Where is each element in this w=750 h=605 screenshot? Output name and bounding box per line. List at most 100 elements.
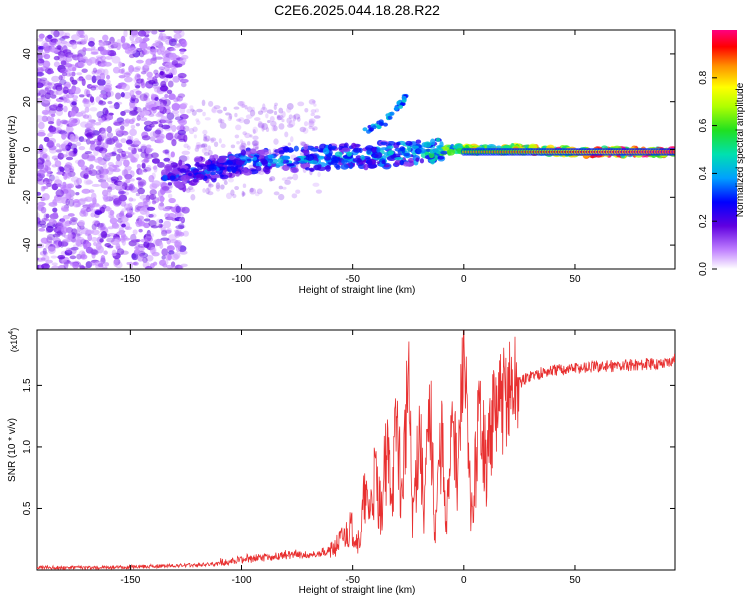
heatmap-cell [76, 177, 83, 185]
heatmap-cell [142, 37, 150, 42]
heatmap-cell [57, 264, 67, 269]
heatmap-cell [67, 247, 77, 255]
heatmap-cell [196, 144, 203, 148]
heatmap-cell [86, 119, 96, 128]
heatmap-cell [55, 196, 65, 204]
heatmap-cell [207, 191, 214, 196]
heatmap-cell [98, 99, 104, 105]
heatmap-cell [215, 184, 221, 192]
heatmap-cell [97, 263, 104, 268]
heatmap-cell [276, 114, 280, 119]
heatmap-cell [124, 226, 132, 230]
heatmap-cell [60, 226, 68, 234]
heatmap-cell [62, 238, 72, 243]
heatmap-cell [61, 72, 68, 77]
heatmap-cell [105, 55, 113, 60]
heatmap-cell [276, 114, 284, 121]
heatmap-cell [117, 148, 123, 154]
heatmap-cell [149, 213, 157, 218]
heatmap-cell [281, 118, 285, 123]
heatmap-cell [162, 98, 171, 107]
heatmap-cell [167, 182, 173, 186]
heatmap-cell [175, 225, 185, 230]
heatmap-cell [117, 82, 123, 90]
heatmap-cell [102, 50, 111, 56]
heatmap-cell [239, 155, 248, 161]
heatmap-cell [78, 250, 86, 259]
heatmap-cell [380, 141, 388, 145]
heatmap-cell [380, 147, 389, 151]
heatmap-cell [63, 89, 69, 94]
heatmap-x-label: Height of straight line (km) [299, 285, 416, 296]
heatmap-cell [121, 169, 129, 177]
heatmap-cell [218, 118, 223, 124]
heatmap-cell [120, 35, 126, 44]
heatmap-cell [125, 212, 133, 218]
heatmap-cell [103, 84, 112, 93]
snr-xtick-label: -50 [345, 575, 360, 586]
snr-xtick-label: 50 [569, 575, 581, 586]
heatmap-cell [215, 182, 221, 190]
heatmap-cell [38, 79, 46, 87]
heatmap-cell [182, 125, 190, 132]
heatmap-cell [137, 187, 145, 195]
heatmap-cell [88, 169, 98, 177]
heatmap-cell [95, 55, 104, 59]
heatmap-cell [284, 179, 291, 185]
heatmap-cell [304, 107, 309, 113]
heatmap-cell [362, 127, 368, 132]
heatmap-cell [139, 93, 148, 102]
heatmap-cell [317, 164, 322, 168]
heatmap-cell [37, 257, 46, 262]
heatmap-cell [41, 193, 50, 201]
heatmap-cell [183, 143, 189, 149]
svg-text:(x104): (x104) [8, 328, 19, 352]
heatmap-cell [143, 241, 150, 249]
heatmap-cell [174, 116, 184, 121]
heatmap-cell [56, 118, 62, 127]
heatmap-cell [257, 122, 265, 129]
snr-xtick-label: -150 [120, 575, 140, 586]
heatmap-cell [186, 108, 192, 114]
heatmap-cell [161, 186, 170, 191]
heatmap-cell [182, 230, 189, 237]
heatmap-cell [37, 71, 45, 77]
heatmap-cell [255, 161, 263, 168]
heatmap-cell [278, 107, 284, 114]
heatmap-cell [126, 169, 133, 174]
heatmap-cell [382, 122, 388, 127]
heatmap-cell [106, 114, 112, 120]
heatmap-cell [163, 220, 171, 229]
heatmap-cell [37, 158, 41, 164]
heatmap-cell [159, 70, 164, 76]
heatmap-cell [105, 138, 113, 145]
heatmap-cell [37, 77, 43, 84]
heatmap-cell [109, 209, 115, 216]
heatmap-cell [179, 48, 187, 52]
heatmap-cell [254, 191, 260, 197]
heatmap-cell [38, 129, 45, 134]
heatmap-cell [162, 53, 170, 62]
heatmap-cell [363, 163, 369, 171]
heatmap-cell [327, 143, 333, 151]
heatmap-cell [79, 34, 85, 39]
heatmap-ytick-label: -40 [22, 237, 33, 252]
heatmap-cell [55, 189, 64, 198]
heatmap-cell [228, 155, 236, 161]
heatmap-cell [255, 165, 262, 172]
heatmap-ytick-label: -20 [22, 190, 33, 205]
heatmap-cell [252, 160, 257, 167]
heatmap-cell [302, 150, 309, 154]
heatmap-cell [193, 156, 202, 164]
heatmap-cell [101, 127, 109, 132]
heatmap-cell [164, 64, 170, 72]
heatmap-cell [241, 140, 246, 147]
heatmap-cell [148, 113, 155, 117]
heatmap-cell [137, 30, 147, 37]
heatmap-cell [374, 151, 383, 159]
heatmap-cell [122, 92, 132, 99]
heatmap-cell [166, 264, 174, 269]
heatmap-cell [242, 192, 246, 196]
heatmap-cell [437, 155, 445, 160]
heatmap-cell [153, 86, 162, 93]
